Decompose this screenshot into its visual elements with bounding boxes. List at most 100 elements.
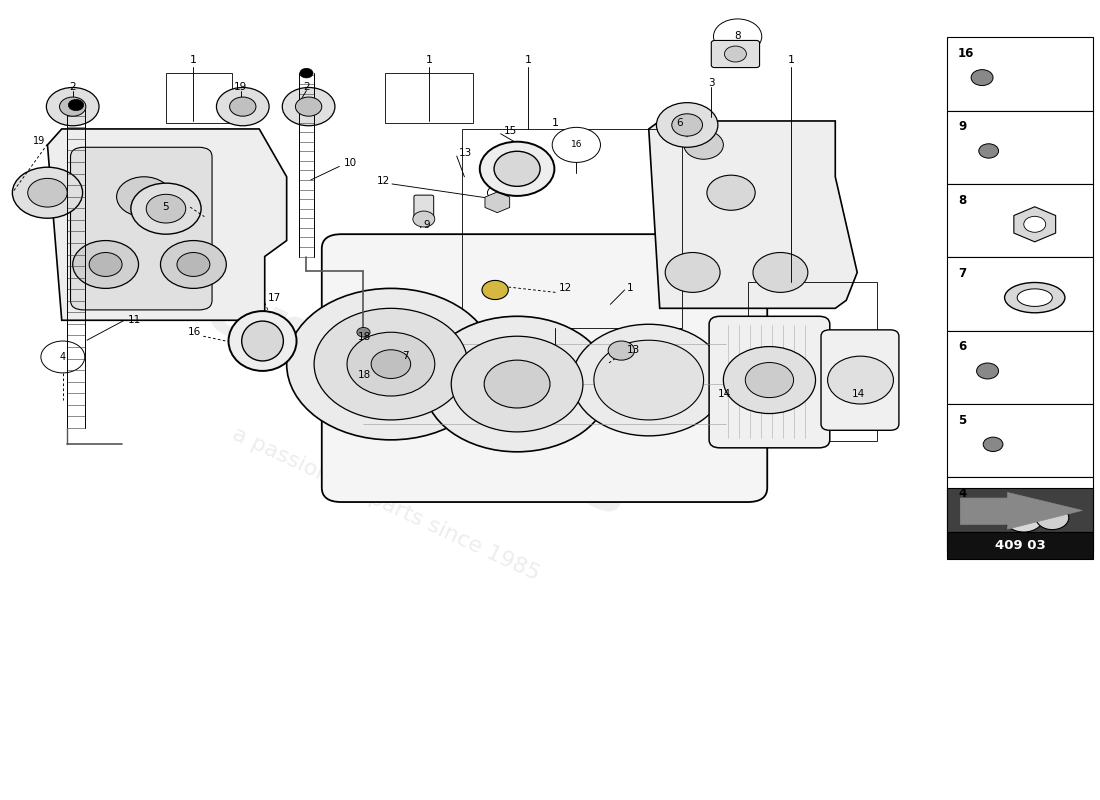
Circle shape <box>1036 506 1069 530</box>
Circle shape <box>714 19 762 54</box>
Bar <box>947 184 1093 258</box>
Text: emarones: emarones <box>191 266 646 534</box>
Bar <box>166 73 232 122</box>
Text: 3: 3 <box>708 78 715 88</box>
Text: 5: 5 <box>163 202 169 212</box>
Circle shape <box>1024 216 1046 232</box>
Bar <box>947 532 1093 558</box>
Text: 18: 18 <box>358 332 371 342</box>
Bar <box>947 478 1093 550</box>
Circle shape <box>724 346 815 414</box>
Bar <box>947 404 1093 478</box>
Circle shape <box>142 190 190 225</box>
Circle shape <box>971 70 993 86</box>
Text: 19: 19 <box>234 82 248 92</box>
Text: 8: 8 <box>735 31 741 42</box>
Bar <box>748 282 877 442</box>
PathPatch shape <box>47 129 287 320</box>
Circle shape <box>412 211 434 227</box>
Polygon shape <box>960 493 1082 529</box>
Text: 4: 4 <box>59 352 66 362</box>
Text: 4: 4 <box>958 487 967 500</box>
Circle shape <box>89 253 122 277</box>
Circle shape <box>283 87 334 126</box>
Circle shape <box>594 340 704 420</box>
Text: 1: 1 <box>525 55 531 66</box>
Circle shape <box>230 97 256 116</box>
Circle shape <box>346 332 434 396</box>
Circle shape <box>371 350 410 378</box>
Circle shape <box>1004 503 1044 532</box>
Text: 13: 13 <box>627 345 640 354</box>
Bar <box>947 258 1093 330</box>
Text: 14: 14 <box>718 389 732 398</box>
Circle shape <box>146 194 186 223</box>
Circle shape <box>572 324 726 436</box>
Circle shape <box>672 114 703 136</box>
Circle shape <box>46 87 99 126</box>
PathPatch shape <box>649 121 857 308</box>
Bar <box>947 38 1093 110</box>
Text: 15: 15 <box>504 126 517 135</box>
Circle shape <box>657 102 718 147</box>
Circle shape <box>296 97 322 116</box>
Text: 1: 1 <box>627 283 634 294</box>
FancyBboxPatch shape <box>710 316 829 448</box>
Circle shape <box>725 46 747 62</box>
Text: 7: 7 <box>402 351 408 361</box>
Ellipse shape <box>1018 289 1053 306</box>
Text: 2: 2 <box>304 82 310 92</box>
Circle shape <box>666 253 720 292</box>
Circle shape <box>73 241 139 288</box>
Circle shape <box>68 99 84 110</box>
Ellipse shape <box>229 311 297 371</box>
Text: 11: 11 <box>128 315 141 326</box>
Text: 409 03: 409 03 <box>994 539 1045 552</box>
Text: 6: 6 <box>958 340 967 354</box>
Bar <box>385 73 473 122</box>
Text: 7: 7 <box>958 267 966 280</box>
Text: 1: 1 <box>190 55 197 66</box>
Circle shape <box>979 144 999 158</box>
Text: 17: 17 <box>268 293 282 303</box>
Bar <box>462 129 682 328</box>
Circle shape <box>684 130 724 159</box>
Text: 12: 12 <box>559 283 572 294</box>
Text: 16: 16 <box>188 327 201 338</box>
Circle shape <box>356 327 370 337</box>
FancyBboxPatch shape <box>70 147 212 310</box>
Circle shape <box>59 97 86 116</box>
Circle shape <box>482 281 508 299</box>
Text: 1: 1 <box>552 118 559 127</box>
Circle shape <box>41 341 85 373</box>
Text: 8: 8 <box>958 194 967 206</box>
Circle shape <box>827 356 893 404</box>
Text: 12: 12 <box>376 176 389 186</box>
Circle shape <box>983 437 1003 451</box>
Circle shape <box>117 177 172 217</box>
Circle shape <box>161 241 227 288</box>
Text: a passion for parts since 1985: a passion for parts since 1985 <box>229 423 542 584</box>
Circle shape <box>707 175 756 210</box>
Bar <box>947 330 1093 404</box>
Ellipse shape <box>242 321 284 361</box>
Circle shape <box>552 127 601 162</box>
Text: 9: 9 <box>424 220 430 230</box>
Circle shape <box>217 87 270 126</box>
Ellipse shape <box>1004 282 1065 313</box>
Text: 16: 16 <box>958 47 975 60</box>
Bar <box>947 110 1093 184</box>
FancyBboxPatch shape <box>712 41 760 67</box>
Text: 1: 1 <box>788 55 795 66</box>
Circle shape <box>315 308 468 420</box>
Circle shape <box>300 68 313 78</box>
Circle shape <box>487 186 507 200</box>
Text: 10: 10 <box>343 158 356 168</box>
Circle shape <box>12 167 82 218</box>
Text: 13: 13 <box>459 148 472 158</box>
Circle shape <box>287 288 495 440</box>
Text: 19: 19 <box>33 136 45 146</box>
FancyBboxPatch shape <box>414 195 433 218</box>
Circle shape <box>177 253 210 277</box>
Text: 9: 9 <box>958 120 967 133</box>
